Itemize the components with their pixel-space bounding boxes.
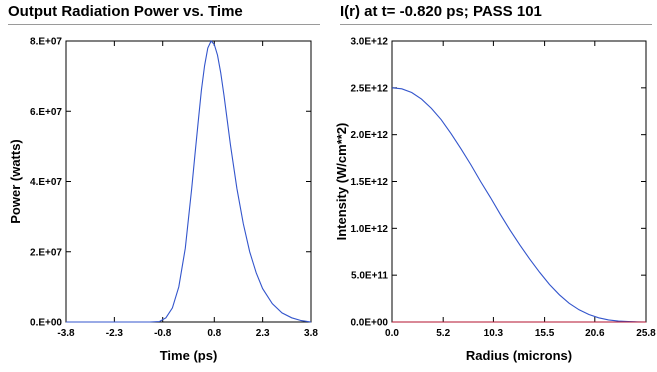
chart2-series-line-1 <box>391 87 647 323</box>
chart1-x-tick-label: -0.8 <box>154 328 172 339</box>
chart1-x-tick-label: -3.8 <box>57 328 75 339</box>
chart1-y-tick-label: 2.E+07 <box>30 247 62 258</box>
chart2-y-tick-label: 2.5E+12 <box>350 83 388 94</box>
chart1-y-tick-label: 4.E+07 <box>30 177 62 188</box>
chart2-y-tick-label: 0.0E+00 <box>350 318 388 329</box>
chart1-y-axis-title: Power (watts) <box>8 139 23 224</box>
chart1-title: Output Radiation Power vs. Time <box>8 3 243 20</box>
power-vs-time-chart: -3.8 -2.3 -0.8 0.8 2.3 3.8 0.E+00 2.E+07 4.E+07 6… <box>8 37 318 364</box>
chart1-plot-frame <box>65 40 312 323</box>
chart2-x-axis-title: Radius (microns) <box>466 348 572 363</box>
chart1-title-rule <box>8 24 320 25</box>
chart2-title: I(r) at t= -0.820 ps; PASS 101 <box>340 3 542 20</box>
chart1-x-tick-label: -2.3 <box>106 328 124 339</box>
chart1-series-line-1 <box>66 40 312 323</box>
chart1-x-axis-title: Time (ps) <box>160 348 218 363</box>
intensity-vs-radius-chart: 0.0 5.2 10.3 15.5 20.6 25.8 0.0E+00 5.0E+11 1.0E… <box>334 37 656 364</box>
chart2-x-tick-label: 15.5 <box>535 328 555 339</box>
chart2-x-tick-label: 0.0 <box>385 328 399 339</box>
chart2-y-tick-label: 2.0E+12 <box>350 130 388 141</box>
chart1-x-tick-label: 0.8 <box>207 328 221 339</box>
chart1-y-tick-label: 0.E+00 <box>30 318 62 329</box>
chart2-x-tick-label: 5.2 <box>436 328 450 339</box>
chart2-plot-frame <box>391 40 647 323</box>
chart2-x-tick-label: 10.3 <box>484 328 504 339</box>
chart2-x-tick-label: 20.6 <box>585 328 605 339</box>
chart2-x-tick-label: 25.8 <box>636 328 656 339</box>
chart1-x-tick-label: 3.8 <box>304 328 318 339</box>
chart1-y-tick-label: 6.E+07 <box>30 107 62 118</box>
chart2-y-tick-label: 1.0E+12 <box>350 224 388 235</box>
chart2-y-tick-label: 1.5E+12 <box>350 177 388 188</box>
chart2-y-tick-label: 3.0E+12 <box>350 37 388 48</box>
chart1-y-tick-label: 8.E+07 <box>30 37 62 48</box>
chart1-x-tick-label: 2.3 <box>256 328 270 339</box>
chart2-title-rule <box>340 24 652 25</box>
chart2-y-tick-label: 5.0E+11 <box>351 271 388 282</box>
chart2-y-axis-title: Intensity (W/cm**2) <box>334 123 349 241</box>
